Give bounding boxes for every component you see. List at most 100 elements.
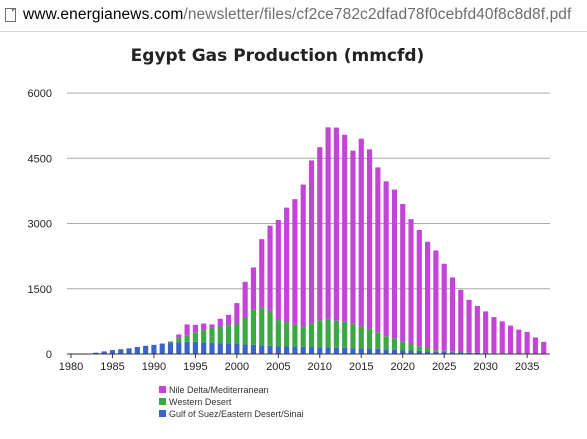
bar-segment	[126, 348, 132, 354]
bar-segment	[375, 167, 381, 333]
legend-label: Nile Delta/Mediterranean	[169, 385, 269, 395]
x-tick-label: 1985	[100, 361, 124, 373]
bar-segment	[93, 352, 99, 354]
bar-segment	[350, 348, 356, 354]
bar-segment	[259, 307, 265, 346]
bar-segment	[532, 337, 538, 354]
bar-segment	[416, 350, 422, 354]
bar-segment	[433, 250, 439, 350]
bar-segment	[400, 203, 406, 342]
bar-segment	[366, 348, 373, 354]
bar-segment	[441, 263, 447, 351]
bar-segment	[217, 318, 223, 327]
page-icon	[5, 8, 16, 22]
bar-segment	[242, 317, 248, 345]
bar-segment	[366, 328, 373, 349]
bar-segment	[391, 338, 398, 350]
bar-segment	[507, 325, 514, 354]
bar-segment	[358, 138, 364, 327]
bar-segment	[425, 241, 431, 348]
bar-segment	[375, 348, 381, 354]
bar-segment	[342, 134, 348, 322]
bar-segment	[209, 324, 215, 328]
bar-segment	[234, 303, 240, 324]
bar-segment	[458, 352, 464, 354]
bar-segment	[201, 330, 207, 343]
bar-segment	[408, 350, 414, 354]
x-tick-label: 2015	[349, 361, 373, 373]
x-tick-label: 2010	[308, 361, 332, 373]
url-domain: www.energianews.com	[23, 6, 184, 23]
bar-segment	[267, 345, 273, 354]
bar-segment	[350, 323, 356, 349]
bar-segment	[308, 323, 315, 348]
bar-segment	[234, 323, 240, 344]
bar-segment	[101, 351, 107, 354]
legend-label: Gulf of Suez/Eastern Desert/Sinai	[169, 409, 304, 419]
bar-segment	[201, 323, 207, 331]
legend: Nile Delta/Mediterranean Western Desert Gu…	[159, 385, 304, 419]
bar-segment	[400, 341, 406, 351]
bar-segment	[192, 324, 198, 333]
bar-segment	[284, 207, 290, 323]
y-tick-labels: 0 1500 3000 4500 6000	[28, 88, 52, 361]
bar-segment	[234, 343, 240, 354]
bar-segment	[308, 347, 315, 354]
legend-swatch	[159, 386, 166, 393]
bar-segment	[499, 321, 505, 354]
bar-segment	[267, 310, 273, 346]
x-tick-label: 2035	[515, 361, 539, 373]
bar-segment	[383, 336, 389, 350]
bar-segment	[109, 350, 116, 354]
address-bar[interactable]: www.energianews.com/newsletter/files/cf2…	[0, 0, 587, 32]
bar-segment	[250, 267, 257, 310]
bar-segment	[441, 350, 447, 353]
y-tick-label: 4500	[28, 153, 52, 165]
bar-segment	[408, 219, 414, 344]
bar-segment	[466, 352, 472, 354]
bar-segment	[433, 351, 439, 354]
bar-segment	[425, 351, 431, 354]
bar-segment	[176, 334, 182, 338]
y-tick-label: 1500	[28, 284, 52, 296]
bar-segment	[300, 326, 306, 347]
bar-segment	[176, 337, 182, 343]
bar-segment	[325, 347, 331, 354]
url-text[interactable]: www.energianews.com/newsletter/files/cf2…	[23, 6, 571, 24]
bar-segment	[541, 341, 547, 354]
bar-segment	[441, 352, 447, 354]
legend-swatch	[159, 410, 166, 417]
bar-segment	[217, 343, 223, 354]
bar-segment	[333, 347, 339, 354]
bar-segment	[425, 347, 431, 352]
bar-segment	[259, 345, 265, 354]
x-tick-label: 1990	[142, 361, 166, 373]
x-tick-label: 2020	[390, 361, 414, 373]
bar-segment	[225, 314, 232, 326]
bar-segment	[317, 147, 323, 321]
bar-segment	[350, 150, 356, 324]
legend-swatch	[159, 398, 166, 405]
bar-segment	[267, 225, 273, 311]
chart-title: Egypt Gas Production (mmcfd)	[130, 46, 425, 66]
bar-segment	[292, 199, 298, 325]
bar-segment	[167, 342, 174, 354]
bar-segment	[342, 321, 348, 348]
bar-segment	[209, 342, 215, 354]
bar-segment	[118, 349, 124, 354]
bar-segment	[159, 343, 165, 354]
bar-segment	[325, 127, 331, 320]
bar-segment	[300, 184, 306, 327]
bar-segment	[250, 309, 257, 345]
bar-segment	[259, 239, 265, 308]
bar-segment	[458, 289, 464, 353]
bar-segment	[167, 341, 174, 343]
bar-segment	[134, 347, 140, 354]
bar-segment	[333, 320, 339, 348]
bar-segment	[375, 332, 381, 349]
bar-segment	[325, 319, 331, 348]
bar-segment	[433, 349, 439, 352]
bar-segment	[449, 351, 456, 353]
bar-segment	[184, 324, 190, 336]
